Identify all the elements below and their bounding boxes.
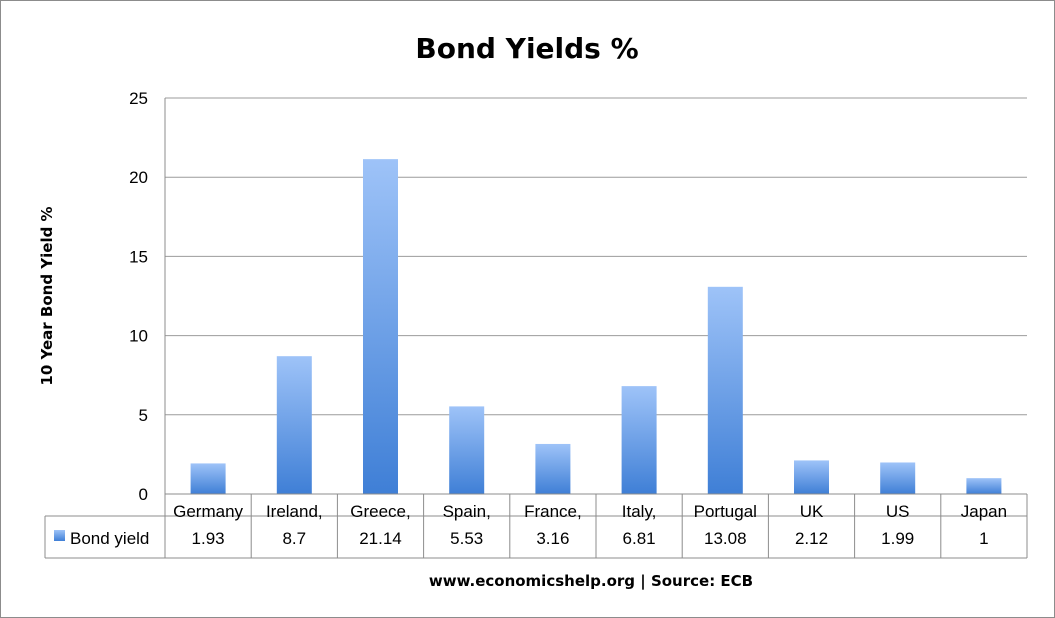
- data-label: 8.7: [282, 529, 306, 548]
- bar: [621, 386, 657, 494]
- data-label: 6.81: [623, 529, 656, 548]
- x-tick-label: Ireland,: [266, 502, 323, 521]
- x-tick-label: France,: [524, 502, 582, 521]
- bar: [794, 460, 829, 494]
- bar: [535, 443, 571, 494]
- legend-swatch: [54, 530, 65, 541]
- bar: [966, 478, 1002, 494]
- x-tick-label: US: [886, 502, 910, 521]
- data-label: 21.14: [359, 529, 402, 548]
- bar: [880, 462, 916, 494]
- y-tick-label: 15: [129, 247, 148, 266]
- y-tick-label: 25: [129, 89, 148, 108]
- x-tick-label: Italy,: [622, 502, 657, 521]
- data-table: Germany 1.93 Ireland, 8.7 Greece, 21.14 Spain,…: [44, 493, 1028, 559]
- bar: [190, 463, 226, 494]
- bar: [363, 159, 398, 494]
- y-tick-label: 20: [129, 168, 148, 187]
- bar: [707, 286, 743, 494]
- gridlines: [164, 97, 1027, 558]
- x-tick-label: Portugal: [694, 502, 757, 521]
- y-tick-label: 10: [129, 327, 148, 346]
- source-note: www.economicshelp.org | Source: ECB: [429, 572, 753, 591]
- x-tick-label: UK: [800, 502, 824, 521]
- x-tick-label: Spain,: [443, 502, 491, 521]
- bars: [190, 159, 1002, 494]
- y-tick-label: 5: [139, 406, 148, 425]
- x-tick-label: Greece,: [350, 502, 410, 521]
- x-tick-label: Germany: [173, 502, 243, 521]
- data-label: 13.08: [704, 529, 747, 548]
- y-tick-label: 0: [139, 485, 148, 504]
- data-label: 5.53: [450, 529, 483, 548]
- data-label: 1.99: [881, 529, 914, 548]
- chart-title: Bond Yields %: [415, 32, 638, 65]
- y-tick-labels: 0 5 10 15 20 25: [129, 89, 148, 504]
- data-label: 1.93: [192, 529, 225, 548]
- data-label: 3.16: [536, 529, 569, 548]
- y-axis-label: 10 Year Bond Yield %: [38, 206, 56, 385]
- x-tick-label: Japan: [961, 502, 1007, 521]
- bar: [449, 406, 485, 494]
- data-label: 2.12: [795, 529, 828, 548]
- legend-series-name: Bond yield: [70, 529, 149, 548]
- data-label: 1: [979, 529, 988, 548]
- bar: [276, 356, 312, 494]
